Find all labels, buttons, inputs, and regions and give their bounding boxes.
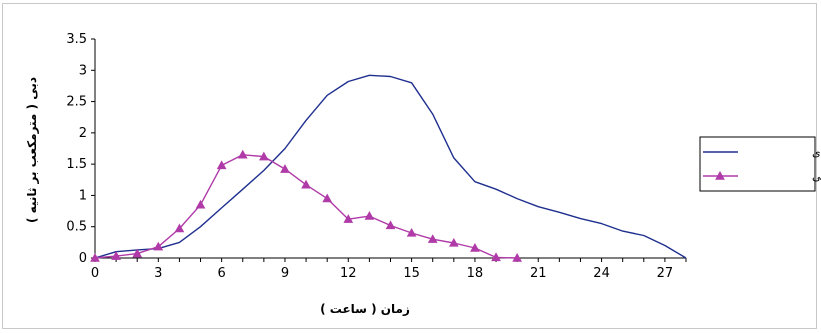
- data-point-marker: [448, 237, 459, 247]
- data-point-marker: [385, 220, 396, 230]
- data-point-marker: [111, 251, 121, 260]
- legend: مشاهده ای تخمینی: [699, 136, 821, 192]
- data-point-marker: [216, 160, 227, 170]
- x-tick-label: 6: [218, 266, 226, 281]
- y-tick-label: 1.5: [66, 157, 87, 172]
- y-tick-label: 3.5: [66, 32, 87, 47]
- y-tick-label: 0: [79, 251, 87, 266]
- chart-frame: [2, 3, 817, 329]
- x-tick-label: 24: [593, 266, 610, 281]
- data-point-marker: [427, 234, 438, 243]
- y-tick-label: 2: [79, 126, 87, 141]
- series-line: [94, 74, 687, 259]
- legend-label: مشاهده ای: [812, 146, 821, 159]
- data-point-marker: [259, 151, 269, 161]
- x-tick-label: 27: [657, 266, 674, 281]
- y-tick-label: 1: [79, 188, 87, 203]
- data-point-marker: [512, 252, 522, 262]
- x-tick-label: 12: [340, 266, 357, 281]
- legend-label: تخمینی: [812, 170, 821, 183]
- data-point-marker: [364, 211, 375, 220]
- data-point-marker: [470, 242, 480, 252]
- y-tick-label: 0.5: [66, 220, 87, 235]
- data-point-marker: [90, 252, 100, 262]
- x-tick-label: 15: [403, 266, 420, 281]
- y-tick-label: 3: [79, 63, 87, 78]
- series-2: [90, 149, 522, 262]
- data-point-marker: [280, 164, 290, 173]
- data-point-marker: [301, 179, 311, 189]
- data-point-marker: [322, 193, 333, 203]
- data-point-marker: [153, 241, 164, 251]
- series-layer: [90, 74, 687, 262]
- legend-marker: [715, 170, 725, 180]
- x-tick-label: 9: [281, 266, 289, 281]
- data-point-marker: [132, 248, 143, 258]
- x-tick-label: 3: [154, 266, 162, 281]
- data-point-marker: [195, 199, 206, 209]
- data-point-marker: [174, 223, 185, 233]
- x-tick-label: 0: [91, 266, 99, 281]
- series-1: [94, 74, 687, 259]
- data-point-marker: [237, 149, 248, 159]
- data-point-marker: [406, 227, 417, 237]
- legend-box: [699, 136, 816, 192]
- x-tick-label: 21: [530, 266, 547, 281]
- data-point-marker: [343, 214, 354, 223]
- x-axis-title: زمان ( ساعت ): [320, 302, 410, 316]
- x-tick-label: 18: [467, 266, 484, 281]
- y-tick-label: 2.5: [66, 95, 87, 110]
- data-point-marker: [491, 252, 501, 262]
- y-axis-title: دبی ( مترمکعب بر ثانیه ): [25, 77, 39, 223]
